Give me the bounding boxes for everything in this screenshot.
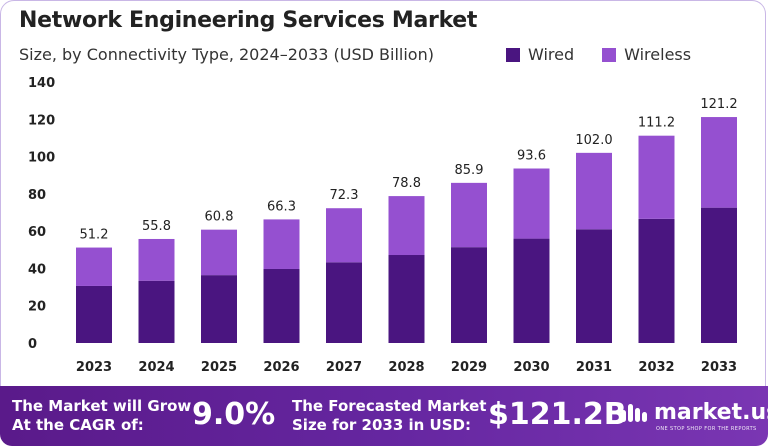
bar-wired-2033 xyxy=(701,207,737,343)
bar-wireless-2024 xyxy=(138,238,175,281)
x-tick-label-2027: 2027 xyxy=(326,360,362,375)
bar-wireless-2026 xyxy=(263,219,300,269)
bar-wireless-2030 xyxy=(513,168,550,239)
legend-swatch-wireless xyxy=(602,47,617,62)
cagr-caption: The Market will Grow At the CAGR of: xyxy=(12,397,191,435)
forecast-value: $121.2B xyxy=(488,397,627,432)
logo-text: market.us xyxy=(654,400,768,425)
bar-wireless-2027 xyxy=(326,208,362,263)
bar-chart: 0 20 40 60 80 100 120 140 51.2 2023 55.8 2024 60.8 20… xyxy=(28,76,738,375)
y-tick-label: 100 xyxy=(28,151,55,166)
x-tick-label-2032: 2032 xyxy=(638,360,674,375)
bar-wired-2027 xyxy=(326,262,362,343)
forecast-caption-line2: Size for 2033 in USD: xyxy=(292,416,471,434)
y-tick-label: 60 xyxy=(28,225,46,240)
market-us-logo: market.us xyxy=(620,400,768,425)
legend-item-wired: Wired xyxy=(506,45,574,64)
bar-wired-2024 xyxy=(138,280,175,343)
data-label-2027: 72.3 xyxy=(330,188,359,203)
y-tick-label: 40 xyxy=(28,262,46,277)
chart-subtitle: Size, by Connectivity Type, 2024–2033 (U… xyxy=(19,45,434,64)
bar-wireless-2033 xyxy=(701,117,737,208)
bar-wired-2029 xyxy=(451,247,487,343)
footer-banner: The Market will Grow At the CAGR of: 9.0… xyxy=(0,386,768,446)
x-tick-label-2025: 2025 xyxy=(201,360,237,375)
legend-label-wireless: Wireless xyxy=(624,45,692,64)
x-tick-label-2028: 2028 xyxy=(388,360,424,375)
legend: Wired Wireless xyxy=(506,45,691,64)
bar-wireless-2028 xyxy=(388,196,425,256)
data-label-2029: 85.9 xyxy=(455,163,484,178)
x-tick-label-2029: 2029 xyxy=(451,360,487,375)
forecast-caption-line1: The Forecasted Market xyxy=(292,397,487,415)
bar-wireless-2023 xyxy=(76,247,112,286)
bar-wireless-2032 xyxy=(638,135,675,219)
data-label-2025: 60.8 xyxy=(205,210,234,225)
data-label-2032: 111.2 xyxy=(638,116,675,131)
bar-wired-2032 xyxy=(638,218,675,343)
cagr-caption-line1: The Market will Grow xyxy=(12,397,192,415)
y-tick-label: 140 xyxy=(28,76,55,91)
legend-swatch-wired xyxy=(506,47,520,62)
data-label-2033: 121.2 xyxy=(700,97,737,112)
x-tick-label-2026: 2026 xyxy=(263,360,299,375)
bar-wireless-2031 xyxy=(576,152,612,230)
y-tick-label: 20 xyxy=(28,300,46,315)
data-label-2030: 93.6 xyxy=(517,149,546,164)
x-tick-label-2024: 2024 xyxy=(138,360,174,375)
data-label-2028: 78.8 xyxy=(392,176,421,191)
market-us-logo-icon xyxy=(621,403,647,422)
bar-wired-2025 xyxy=(201,275,237,343)
data-label-2026: 66.3 xyxy=(267,199,296,214)
chart-title: Network Engineering Services Market xyxy=(19,8,478,33)
bar-wired-2023 xyxy=(76,285,112,343)
bar-wireless-2029 xyxy=(451,182,487,248)
x-tick-label-2023: 2023 xyxy=(76,360,112,375)
cagr-value: 9.0% xyxy=(192,397,276,432)
data-label-2023: 51.2 xyxy=(80,228,109,243)
data-label-2031: 102.0 xyxy=(575,133,612,148)
data-label-2024: 55.8 xyxy=(142,219,171,234)
logo-tagline: ONE STOP SHOP FOR THE REPORTS xyxy=(656,426,757,432)
x-tick-label-2033: 2033 xyxy=(701,360,737,375)
legend-item-wireless: Wireless xyxy=(602,45,691,64)
bar-wired-2031 xyxy=(576,229,612,343)
y-tick-label: 80 xyxy=(28,188,46,203)
x-tick-label-2030: 2030 xyxy=(513,360,549,375)
y-tick-label: 120 xyxy=(28,113,55,128)
legend-label-wired: Wired xyxy=(528,45,575,64)
bar-wireless-2025 xyxy=(201,229,237,276)
cagr-caption-line2: At the CAGR of: xyxy=(12,416,144,434)
bar-wired-2026 xyxy=(263,268,300,343)
forecast-caption: The Forecasted Market Size for 2033 in U… xyxy=(292,397,486,435)
bar-wired-2028 xyxy=(388,255,425,343)
x-tick-label-2031: 2031 xyxy=(576,360,612,375)
bar-wired-2030 xyxy=(513,238,550,343)
y-tick-label: 0 xyxy=(28,337,37,352)
